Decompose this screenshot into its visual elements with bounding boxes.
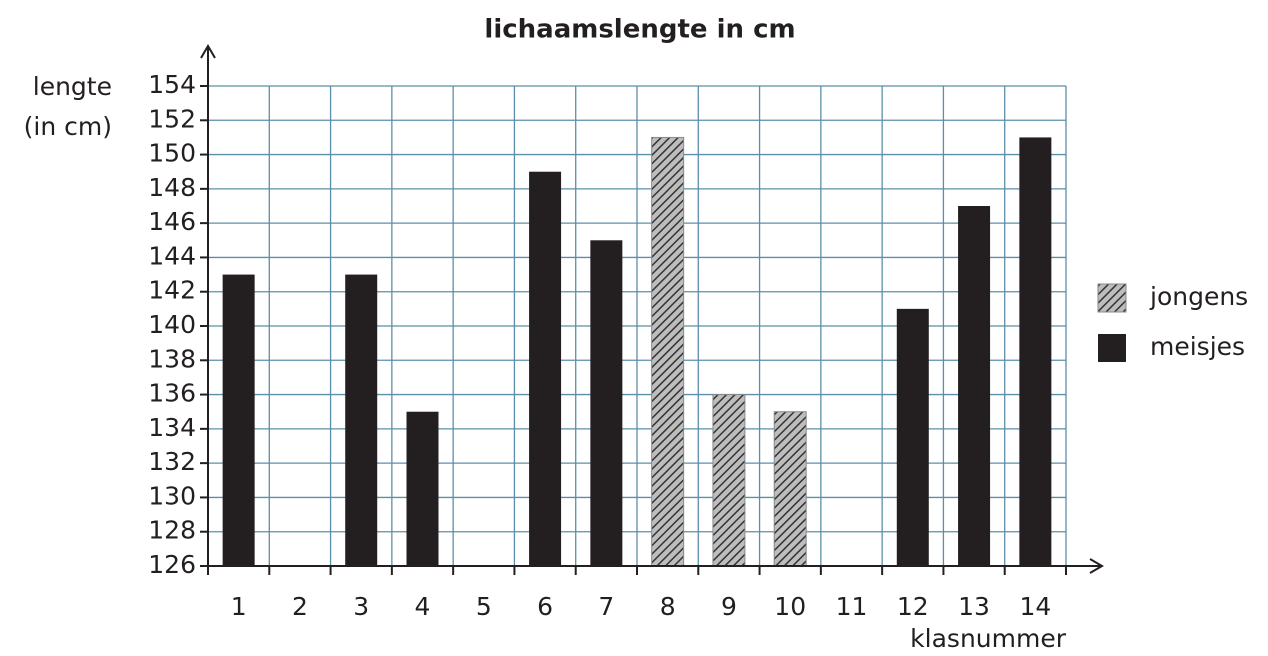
x-tick-label: 5	[476, 592, 492, 621]
y-tick-label: 144	[148, 241, 196, 270]
x-tick-label: 1	[231, 592, 247, 621]
x-tick-label: 9	[721, 592, 737, 621]
legend-swatch	[1097, 283, 1127, 313]
bar	[651, 136, 685, 567]
y-axis-label: (in cm)	[24, 112, 112, 141]
x-tick-label: 7	[598, 592, 614, 621]
y-tick-label: 154	[148, 70, 196, 99]
y-tick-label: 136	[148, 379, 196, 408]
legend-swatch	[1098, 334, 1126, 362]
bar	[1019, 137, 1052, 566]
x-tick-label: 12	[897, 592, 929, 621]
bar	[529, 171, 562, 566]
y-tick-label: 132	[148, 447, 196, 476]
x-tick-label: 11	[836, 592, 868, 621]
bar	[773, 411, 807, 567]
y-tick-label: 152	[148, 104, 196, 133]
x-axis-arrow	[1089, 558, 1104, 574]
y-tick-label: 128	[148, 516, 196, 545]
x-tick-label: 13	[958, 592, 990, 621]
y-axis-label: lengte	[33, 72, 112, 101]
x-tick-label: 3	[353, 592, 369, 621]
bar	[345, 274, 378, 566]
bar	[222, 274, 255, 566]
x-tick-label: 8	[660, 592, 676, 621]
y-tick-label: 148	[148, 173, 196, 202]
bar	[712, 394, 746, 567]
x-tick-label: 2	[292, 592, 308, 621]
chart-title: lichaamslengte in cm	[484, 15, 795, 45]
bar	[896, 308, 929, 566]
legend-label: jongens	[1149, 282, 1248, 311]
bar	[590, 240, 623, 567]
y-tick-label: 134	[148, 413, 196, 442]
y-tick-label: 126	[148, 550, 196, 579]
y-tick-label: 138	[148, 344, 196, 373]
y-tick-label: 146	[148, 207, 196, 236]
x-tick-label: 14	[1019, 592, 1051, 621]
y-tick-label: 150	[148, 139, 196, 168]
x-tick-label: 6	[537, 592, 553, 621]
x-tick-label: 4	[415, 592, 431, 621]
x-tick-label: 10	[774, 592, 806, 621]
y-tick-label: 142	[148, 276, 196, 305]
y-tick-label: 130	[148, 481, 196, 510]
legend-label: meisjes	[1150, 332, 1245, 361]
bar	[406, 411, 439, 566]
y-tick-label: 140	[148, 310, 196, 339]
bar	[958, 206, 991, 566]
y-axis-arrow	[200, 44, 216, 59]
x-axis-label: klasnummer	[910, 624, 1067, 653]
